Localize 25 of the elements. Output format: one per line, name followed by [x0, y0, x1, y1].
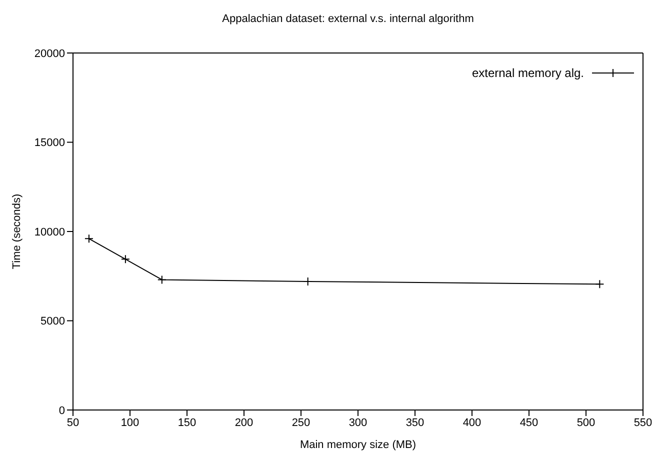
y-tick-label: 10000	[34, 226, 65, 238]
x-tick-label: 550	[634, 416, 652, 429]
y-axis-title: Time (seconds)	[10, 194, 23, 270]
x-tick-label: 350	[406, 416, 424, 429]
x-tick-label: 150	[178, 416, 196, 429]
point	[595, 280, 604, 289]
y-tick-label: 15000	[34, 137, 65, 150]
x-tick-label: 250	[292, 416, 310, 429]
y-tick-label: 5000	[40, 316, 65, 328]
y-tick-label: 20000	[34, 48, 65, 60]
legend-label: external memory alg.	[472, 66, 584, 80]
x-axis-title: Main memory size (MB)	[300, 439, 416, 451]
point	[303, 276, 312, 286]
point	[84, 234, 94, 244]
x-tick-label: 300	[348, 416, 368, 429]
x-tick-label: 400	[462, 416, 482, 429]
x-tick-label: 200	[234, 416, 254, 429]
point	[120, 254, 130, 264]
point	[157, 275, 166, 284]
y-tick-label: 0	[58, 404, 65, 417]
x-tick-label: 500	[576, 416, 596, 429]
chart-title: Appalachian dataset: external v.s. internal algorithm	[221, 12, 475, 27]
x-tick-label: 100	[120, 416, 140, 429]
x-tick-label: 50	[66, 416, 80, 429]
x-tick-label: 450	[520, 416, 538, 429]
